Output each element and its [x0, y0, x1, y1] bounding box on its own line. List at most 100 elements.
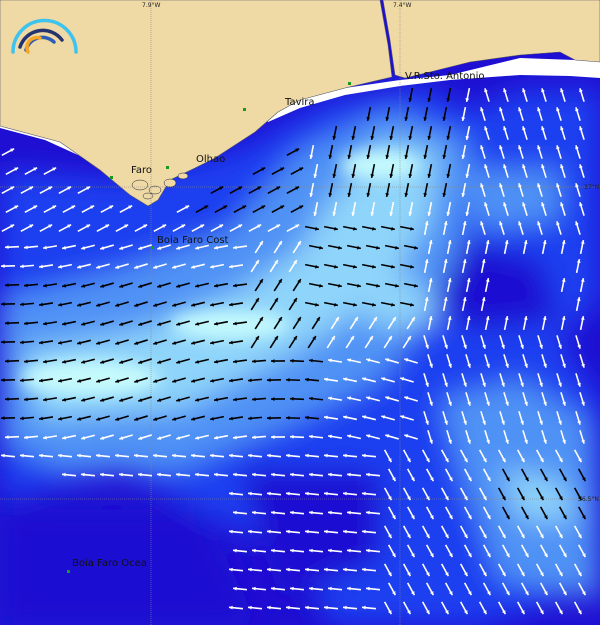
current-arrow-head	[299, 205, 304, 210]
current-arrow-head	[406, 610, 411, 615]
current-arrow-head	[347, 396, 351, 401]
current-arrow-head	[297, 317, 301, 322]
current-arrow-head	[370, 174, 375, 178]
current-arrow-head	[58, 453, 62, 458]
current-arrow-head	[465, 98, 470, 102]
current-arrow-head	[539, 534, 544, 539]
current-arrow-head	[81, 284, 86, 288]
current-arrow-head	[252, 472, 256, 477]
current-arrow-head	[153, 341, 158, 345]
current-arrow-head	[157, 472, 161, 477]
marker-faro[interactable]	[110, 176, 113, 179]
current-arrow-head	[366, 155, 371, 159]
current-arrow-head	[109, 205, 114, 210]
current-arrow-head	[77, 453, 81, 458]
current-arrow-head	[100, 360, 105, 364]
current-arrow-head	[424, 221, 429, 225]
current-arrow-head	[20, 453, 24, 458]
current-arrow-head	[392, 317, 396, 322]
current-arrow-head	[581, 363, 585, 368]
current-arrow-head	[119, 398, 124, 402]
current-arrow-head	[581, 477, 586, 482]
current-arrow-head	[389, 174, 394, 178]
current-arrow-head	[523, 316, 528, 320]
current-arrow-head	[280, 205, 285, 210]
current-arrow-head	[387, 534, 392, 539]
current-arrow-head	[24, 245, 28, 250]
current-arrow-head	[115, 453, 119, 458]
current-arrow-head	[391, 591, 396, 596]
current-arrow-head	[119, 472, 123, 477]
current-arrow-head	[157, 246, 162, 250]
current-arrow-head	[335, 317, 339, 322]
current-arrow-head	[229, 605, 233, 610]
current-arrow-head	[537, 221, 541, 226]
current-arrow-head	[429, 439, 433, 444]
current-arrow-head	[391, 302, 395, 307]
current-arrow-head	[482, 496, 487, 501]
current-arrow-head	[522, 164, 526, 169]
current-arrow-head	[543, 515, 548, 520]
current-arrow-head	[286, 415, 290, 420]
marker-olhao[interactable]	[166, 166, 169, 169]
current-arrow-head	[157, 398, 162, 402]
current-arrow-head	[462, 259, 467, 263]
current-arrow-head	[562, 591, 567, 596]
marker-vrsa[interactable]	[348, 82, 351, 85]
current-arrow-head	[524, 477, 529, 482]
current-arrow-head	[485, 316, 490, 320]
current-arrow-head	[462, 297, 467, 301]
current-arrow-head	[77, 264, 82, 269]
current-arrow-head	[343, 605, 347, 610]
current-arrow-head	[448, 515, 453, 520]
current-arrow-head	[24, 397, 28, 402]
current-arrow-head	[518, 107, 522, 112]
current-arrow-head	[520, 572, 525, 577]
current-arrow-head	[448, 439, 452, 444]
current-arrow-head	[5, 359, 9, 364]
current-arrow-head	[484, 88, 488, 93]
current-arrow-head	[96, 379, 101, 383]
logo-icon	[11, 18, 78, 54]
current-arrow-head	[404, 434, 409, 438]
current-arrow-head	[385, 434, 390, 438]
marker-boia-faro-cost[interactable]	[151, 246, 154, 249]
current-arrow-head	[522, 202, 526, 207]
current-arrow-head	[309, 472, 313, 477]
current-arrow-head	[286, 529, 290, 534]
current-arrow-head	[67, 224, 72, 229]
current-arrow-head	[446, 98, 451, 102]
current-arrow-head	[315, 264, 319, 269]
current-arrow-head	[505, 553, 510, 558]
current-arrow-head	[290, 510, 294, 515]
current-arrow-head	[353, 302, 357, 307]
current-arrow-head	[305, 491, 309, 496]
current-arrow-head	[20, 416, 24, 421]
current-arrow-head	[408, 212, 413, 216]
current-arrow-head	[577, 496, 582, 501]
current-arrow-head	[366, 117, 371, 121]
current-arrow-head	[429, 591, 434, 596]
current-arrow-head	[305, 415, 309, 420]
current-arrow-head	[466, 316, 471, 320]
marker-boia-faro-ocea[interactable]	[67, 570, 70, 573]
current-arrow-head	[486, 401, 490, 406]
current-arrow-head	[406, 458, 411, 463]
current-arrow-head	[467, 363, 471, 368]
current-arrow-head	[332, 136, 337, 140]
current-arrow-head	[20, 264, 24, 269]
current-arrow-head	[347, 358, 351, 363]
current-arrow-head	[343, 453, 347, 458]
place-label-tavira: Tavira	[284, 97, 315, 108]
current-arrow-head	[343, 567, 347, 572]
current-arrow-head	[290, 358, 294, 363]
current-arrow-head	[351, 212, 356, 216]
current-arrow-head	[312, 336, 316, 341]
current-arrow-head	[229, 340, 233, 345]
current-arrow-head	[334, 264, 338, 269]
marker-tavira[interactable]	[243, 108, 246, 111]
current-arrow-head	[43, 283, 47, 288]
current-arrow-head	[427, 212, 432, 216]
